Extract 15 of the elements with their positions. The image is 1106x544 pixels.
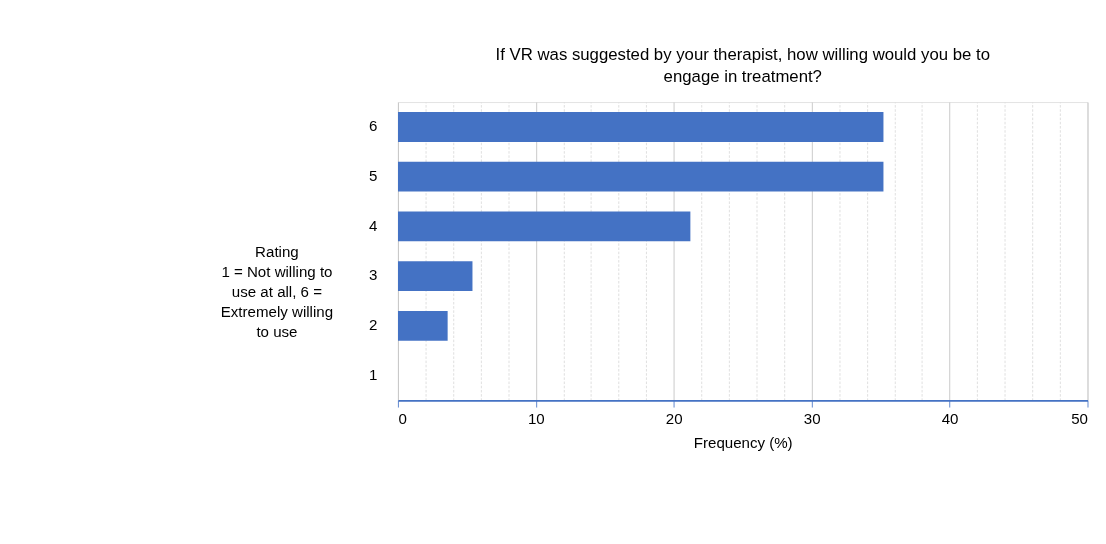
x-tick-label: 40 [941,410,959,428]
x-tick-label: 30 [803,410,821,428]
x-tick-label: 10 [527,410,545,428]
x-tick-label: 50 [1071,410,1088,428]
chart-title: If VR was suggested by your therapist, how willing would you be to engage in treatment? [495,45,990,87]
y-tick-label: 3 [369,266,378,284]
x-tick-label: 20 [665,410,683,428]
y-tick-label: 2 [369,316,378,334]
x-tick-label: 0 [398,410,407,428]
y-tick-label: 4 [369,216,378,234]
y-tick-label: 1 [369,365,378,383]
y-axis-title: Rating 1 = Not willing to use at all, 6 = Extremely willing to use [220,242,334,341]
x-axis-title: Frequency (%) [693,433,793,451]
y-tick-label: 5 [369,166,378,184]
y-tick-label: 6 [369,117,378,135]
